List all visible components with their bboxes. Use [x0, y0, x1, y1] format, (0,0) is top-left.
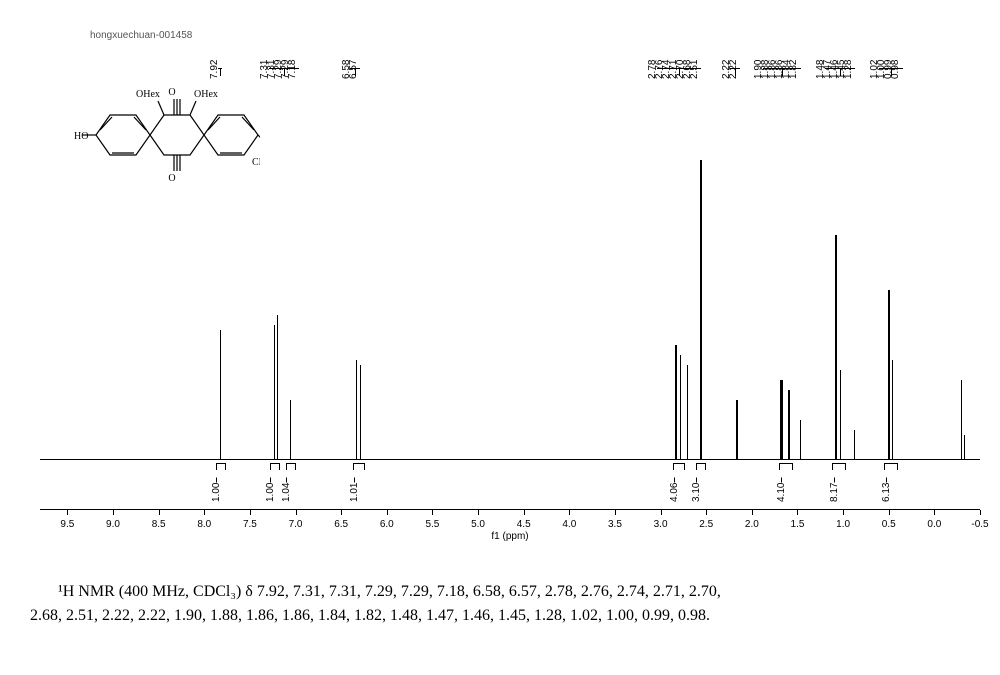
integral-value: 8.17⎯: [829, 478, 840, 502]
integral-bracket: [286, 463, 296, 470]
integral-bracket: [353, 463, 365, 470]
spectrum-peak: [290, 400, 291, 460]
axis-tick-label: 5.0: [471, 519, 485, 530]
spectrum-peak: [961, 380, 962, 460]
axis-tick-label: 3.0: [654, 519, 668, 530]
spectrum-peak: [854, 430, 855, 460]
spectrum-peak: [835, 235, 837, 460]
caption-values: 7.92, 7.31, 7.31, 7.29, 7.29, 7.18, 6.58…: [257, 583, 721, 600]
integral-value: 4.10⎯: [776, 478, 787, 502]
integral-bracket: [779, 463, 793, 470]
axis-tick-label: 7.0: [289, 519, 303, 530]
integral-bracket: [832, 463, 846, 470]
spectrum-peak: [780, 380, 783, 460]
spectrum-peak: [964, 435, 965, 460]
nmr-spectrum: 1.00⎯ 1.00⎯ 1.04⎯ 1.01⎯ 4.06⎯ 3.10⎯ 4.10⎯ 8.17⎯…: [40, 120, 980, 520]
spectrum-peak: [687, 365, 688, 460]
sample-name: hongxuechuan-001458: [90, 30, 192, 41]
integral-value: 1.00⎯: [265, 478, 276, 502]
peak-ppm-label: 6.57: [348, 60, 359, 79]
axis-tick-label: 0.0: [927, 519, 941, 530]
integral-value: 3.10⎯: [691, 478, 702, 502]
peak-ppm-label: 7.18: [287, 60, 298, 79]
svg-text:OHex: OHex: [136, 89, 160, 100]
axis-tick-label: 2.5: [699, 519, 713, 530]
peak-ppm-label: 1.28: [843, 60, 854, 79]
axis-tick-label: 4.5: [517, 519, 531, 530]
integral-value: 4.06⎯: [669, 478, 680, 502]
axis-tick-label: 8.5: [152, 519, 166, 530]
spectrum-peak: [220, 330, 221, 460]
peak-label-region: hongxuechuan-001458 7.927.317.317.297.29…: [40, 20, 980, 80]
integral-value: 1.00⎯: [211, 478, 222, 502]
integral-bracket: [270, 463, 280, 470]
axis-tick-label: 1.5: [791, 519, 805, 530]
spectrum-peak: [277, 315, 278, 460]
axis-tick-label: 2.0: [745, 519, 759, 530]
axis-tick-label: 3.5: [608, 519, 622, 530]
spectrum-peak: [700, 160, 702, 460]
axis-tick-label: 4.0: [562, 519, 576, 530]
axis-tick-label: 8.0: [197, 519, 211, 530]
x-axis: [40, 509, 980, 510]
peak-ppm-label: 2.22: [728, 60, 739, 79]
caption-line2: 2.68, 2.51, 2.22, 2.22, 1.90, 1.88, 1.86…: [30, 607, 710, 624]
spectrum-peak: [788, 390, 790, 460]
axis-tick-label: 9.5: [60, 519, 74, 530]
axis-tick-label: 0.5: [882, 519, 896, 530]
integral-value: 1.04⎯: [281, 478, 292, 502]
spectrum-peak: [356, 360, 357, 460]
spectrum-peak: [360, 365, 361, 460]
integral-bracket: [696, 463, 706, 470]
peak-ppm-label: 2.51: [689, 60, 700, 79]
spectrum-peak: [800, 420, 801, 460]
nmr-caption: ¹H NMR (400 MHz, CDCl₃) δ 7.92, 7.31, 7.…: [20, 580, 980, 628]
spectrum-peak: [274, 325, 275, 460]
integral-bracket: [216, 463, 226, 470]
svg-text:O: O: [168, 87, 175, 98]
spectrum-peak: [675, 345, 677, 460]
svg-text:OHex: OHex: [194, 89, 218, 100]
axis-tick-label: -0.5: [971, 519, 988, 530]
spectrum-peak: [680, 355, 681, 460]
spectrum-peak: [840, 370, 841, 460]
integral-bracket: [673, 463, 685, 470]
axis-title: f1 (ppm): [491, 531, 528, 542]
spectrum-peak: [892, 360, 893, 460]
axis-tick-label: 9.0: [106, 519, 120, 530]
axis-tick-label: 7.5: [243, 519, 257, 530]
baseline: [40, 459, 980, 460]
spectrum-peak: [888, 290, 890, 460]
caption-prefix: ¹H NMR (400 MHz, CDCl₃) δ: [58, 583, 257, 600]
integral-value: 6.13⎯: [881, 478, 892, 502]
axis-tick-label: 1.0: [836, 519, 850, 530]
integral-bracket: [884, 463, 898, 470]
spectrum-peak: [736, 400, 738, 460]
axis-tick-label: 6.0: [380, 519, 394, 530]
integral-value: 1.01⎯: [349, 478, 360, 502]
axis-tick-label: 6.5: [334, 519, 348, 530]
peak-ppm-label: 1.82: [788, 60, 799, 79]
axis-tick-label: 5.5: [425, 519, 439, 530]
